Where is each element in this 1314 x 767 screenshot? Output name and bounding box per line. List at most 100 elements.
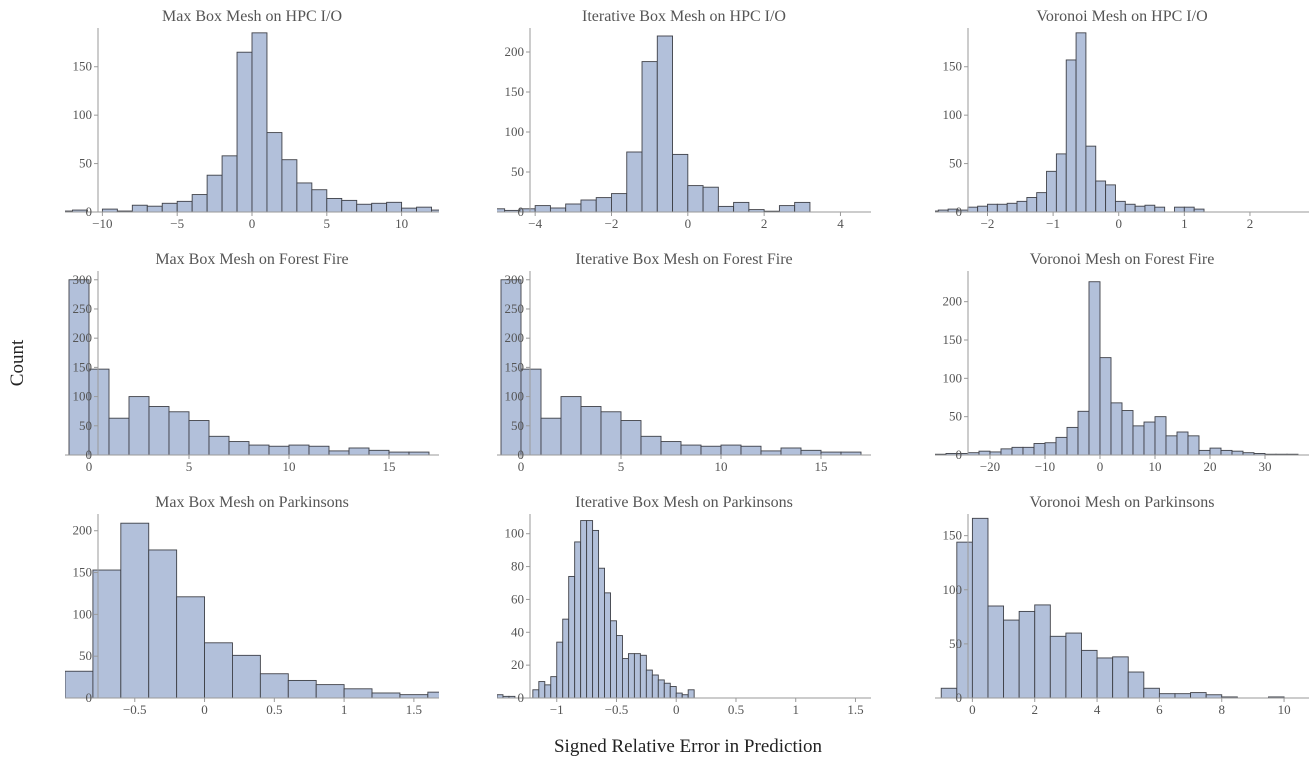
y-tick-label: 50 [949,636,962,651]
histogram-bar [248,444,270,455]
histogram-bar [700,445,722,455]
histogram-bar [794,201,811,212]
x-tick-label: −1 [550,702,564,717]
histogram-bar [595,197,612,212]
histogram-bar [532,689,540,698]
histogram-bar [343,688,373,698]
histogram-bar [315,684,345,698]
histogram-bar [1154,416,1167,455]
panel-title: Max Box Mesh on Forest Fire [155,251,348,268]
histogram-bar [148,549,178,698]
y-tick-label: 100 [943,370,963,385]
histogram-bar [733,201,750,212]
histogram-bar [308,445,330,455]
histogram-bar [760,450,782,455]
histogram-bar [580,406,602,455]
histogram-bar [641,61,658,212]
histogram-bar [401,207,418,212]
y-tick-label: 50 [949,409,962,424]
x-tick-label: 5 [618,459,625,474]
x-tick-label: −1 [1046,216,1060,231]
histogram-bar [971,517,989,698]
histogram-bar [627,653,635,698]
x-tick-label: 5 [324,216,331,231]
histogram-bar [550,676,558,698]
histogram-panel: Voronoi Mesh on Forest Fire −20 −10 0 10 20 30… [935,251,1309,474]
x-tick-label: 2 [1247,216,1254,231]
histogram-bar [88,368,110,455]
y-tick-label: 150 [943,59,963,74]
histogram-bar [780,447,802,455]
x-tick-label: 0.5 [728,702,744,717]
histogram-bar [604,592,611,698]
histogram-bar [645,669,653,698]
x-tick-label: −5 [170,216,184,231]
histogram-bar [188,420,210,455]
histogram-bar [1110,402,1123,455]
histogram-bar [348,447,370,455]
histogram-bar [232,654,261,698]
bar-group [935,281,1299,455]
histogram-bar [1085,145,1097,212]
histogram-bar [1183,206,1195,212]
histogram-bar [1209,447,1222,455]
x-tick-label: 2 [761,216,768,231]
histogram-bar [101,208,118,212]
histogram-bar [702,186,719,212]
histogram-bar [228,441,250,455]
y-tick-label: 40 [511,624,524,639]
x-tick-label: −20 [980,459,1000,474]
histogram-bar [562,618,570,698]
histogram-bar [65,670,94,698]
x-tick-label: −4 [528,216,542,231]
y-axis-label: Count [7,339,28,386]
histogram-bar [740,445,762,455]
y-tick-label: 0 [86,204,93,219]
histogram-bar [259,673,289,698]
histogram-bar [520,368,542,455]
histogram-panel: Max Box Mesh on HPC I/O−10 −5 0 5 1005010015… [65,8,439,231]
histogram-bar [206,174,223,212]
x-tick-label: 4 [837,216,844,231]
y-tick-label: 100 [73,389,93,404]
y-tick-label: 150 [505,359,525,374]
histogram-bar [356,203,373,212]
histogram-bar [1066,426,1079,455]
histogram-bar [620,420,642,455]
histogram-bar [236,51,253,212]
histogram-bar [1124,203,1136,212]
y-tick-label: 100 [505,124,525,139]
histogram-bar [120,522,150,698]
histogram-bar [580,520,588,698]
histogram-bar [1268,696,1285,698]
histogram-bar [1000,448,1013,455]
panel-title: Voronoi Mesh on HPC I/O [1036,8,1207,25]
x-tick-label: 1.5 [847,702,863,717]
panel-title: Iterative Box Mesh on Forest Fire [575,251,792,268]
histogram-bar [204,642,233,698]
histogram-bar [128,396,150,455]
histogram-bar [540,417,562,455]
histogram-bar [1190,692,1207,698]
x-tick-label: 0 [249,216,256,231]
histogram-bar [1075,32,1087,212]
histogram-bar [251,32,268,212]
histogram-bar [148,406,170,455]
histogram-bar [1158,693,1176,698]
y-tick-label: 200 [73,523,93,538]
histogram-bar [669,686,677,698]
histogram-bar [717,205,735,212]
histogram-bar [633,653,641,698]
x-tick-label: 5 [186,459,193,474]
histogram-bar [660,441,682,455]
y-tick-label: 0 [518,447,525,462]
histogram-bar [341,199,358,212]
histogram-bar [639,654,647,698]
x-tick-label: 0 [685,216,692,231]
histogram-bar [800,449,822,455]
histogram-bar [534,205,551,212]
histogram-bar [500,279,522,455]
x-tick-label: 0 [201,702,208,717]
